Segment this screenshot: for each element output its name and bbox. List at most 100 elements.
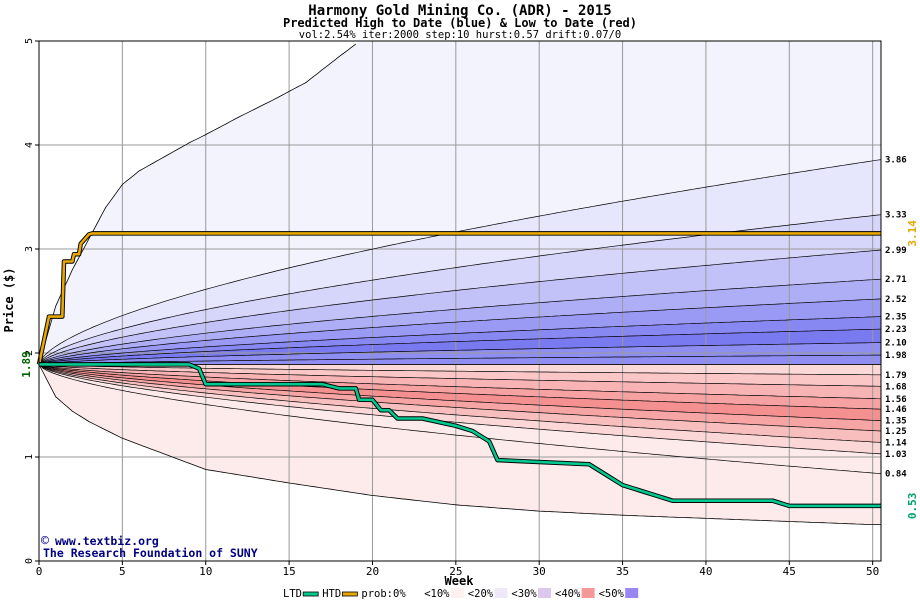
credits: © www.textbiz.org The Research Foundatio… (41, 534, 258, 560)
high-band-2 (39, 214, 881, 365)
probability-bands (39, 41, 881, 525)
low-band-2 (39, 364, 881, 399)
x-tick-label-50: 50 (866, 565, 879, 578)
low-band-5 (39, 364, 881, 431)
low-percentile-line-1.56 (38, 364, 882, 400)
x-tick-label-10: 10 (199, 565, 212, 578)
legend-label-2: prob:0% (361, 588, 406, 600)
end-label-1.03: 1.03 (885, 450, 907, 460)
chart-title: Harmony Gold Mining Co. (ADR) - 2015 (308, 3, 611, 19)
credit-foundation: The Research Foundation of SUNY (43, 546, 258, 560)
x-tick-label-0: 0 (36, 565, 43, 578)
x-tick-label-5: 5 (119, 565, 126, 578)
end-label-2.71: 2.71 (885, 275, 907, 285)
high-percentile-line-2.99 (38, 249, 882, 365)
series-lines (36, 43, 882, 525)
end-label-3.33: 3.33 (885, 211, 907, 221)
legend-label-3: <10% (424, 588, 450, 600)
y-tick-label-3: 3 (24, 246, 35, 252)
low-band-1 (39, 364, 881, 387)
legend-swatch-7 (625, 588, 639, 598)
low-percentile-line-1.03 (38, 364, 882, 455)
legend-swatch-5 (538, 588, 551, 598)
low-percentile-line-1.35 (38, 364, 882, 421)
high-percentile-line-3.33 (38, 214, 882, 365)
end-label-1.25: 1.25 (885, 427, 907, 437)
high-percentile-line-3.86 (38, 159, 882, 365)
y-tick-label-5: 5 (24, 38, 35, 44)
legend-swatch-6 (581, 588, 595, 598)
legend-label-1: HTD (322, 588, 341, 600)
end-label-0.84: 0.84 (885, 470, 907, 480)
low-band-8 (39, 364, 881, 474)
legend: LTD HTD prob:0% <10% <20% <30% <40% <50% (283, 588, 639, 600)
copyright-icon: © (41, 534, 49, 549)
high-percentile-line-2.71 (38, 278, 882, 365)
htd-end-label: 3.14 (906, 220, 919, 247)
high-percentile-line-2.52 (38, 298, 882, 365)
legend-label-4: <20% (468, 588, 494, 600)
y-axis-label: Price ($) (2, 267, 16, 332)
low-band-6 (39, 364, 881, 443)
high-band-1 (39, 159, 881, 365)
low-percentile-line-1.25 (38, 364, 882, 432)
high-percentile-line-2.10 (38, 342, 882, 365)
high-band-9 (39, 355, 881, 365)
end-label-1.46: 1.46 (885, 405, 907, 415)
x-axis-label: Week (445, 574, 475, 588)
legend-swatch-0 (302, 591, 319, 597)
x-tick-label-15: 15 (282, 565, 295, 578)
legend-label-7: <50% (599, 588, 625, 600)
end-label-2.10: 2.10 (885, 339, 907, 349)
plot-frame (38, 40, 882, 562)
low-band-7 (39, 364, 881, 454)
ltd-line (39, 363, 881, 508)
x-tick-label-30: 30 (533, 565, 546, 578)
legend-swatch-3 (450, 588, 464, 598)
low-percentile-line-0.84 (38, 364, 882, 474)
end-label-1.35: 1.35 (885, 417, 907, 427)
low-band-4 (39, 364, 881, 421)
end-label-2.52: 2.52 (885, 295, 907, 305)
high-band-5 (39, 298, 881, 365)
y-tick-label-0: 0 (24, 558, 35, 564)
end-label-1.79: 1.79 (885, 371, 907, 381)
lower-envelope-line (38, 364, 881, 525)
low-percentile-line-1.46 (38, 364, 882, 410)
high-band-0 (39, 41, 881, 365)
end-label-2.23: 2.23 (885, 325, 907, 335)
credit-website: www.textbiz.org (55, 534, 159, 548)
high-percentile-line-2.23 (38, 328, 882, 365)
legend-swatch-2 (407, 588, 421, 598)
legend-swatch-1 (341, 591, 358, 597)
x-tick-label-35: 35 (616, 565, 629, 578)
y-tick-label-4: 4 (24, 142, 35, 148)
legend-label-5: <30% (511, 588, 537, 600)
x-tick-label-20: 20 (366, 565, 379, 578)
x-tick-label-25: 25 (449, 565, 462, 578)
end-label-1.56: 1.56 (885, 395, 907, 405)
ltd-end-label: 0.53 (906, 493, 919, 520)
start-price-label: 1.89 (20, 351, 33, 378)
x-tick-label-45: 45 (783, 565, 796, 578)
end-label-1.68: 1.68 (885, 382, 907, 392)
chart-params: vol:2.54% iter:2000 step:10 hurst:0.57 d… (299, 29, 621, 41)
low-band-9 (39, 364, 881, 525)
x-tick-label-40: 40 (699, 565, 712, 578)
y-tick-label-1: 1 (24, 454, 35, 460)
low-percentile-line-1.68 (38, 364, 882, 387)
low-percentile-line-1.79 (38, 364, 881, 376)
low-band-0 (39, 364, 881, 375)
chart-subtitle: Predicted High to Date (blue) & Low to D… (283, 16, 637, 30)
end-labels: 3.86 3.33 2.99 2.71 2.52 2.35 2.23 2.10 1.98 1.79… (885, 156, 919, 520)
end-label-3.86: 3.86 (885, 156, 907, 166)
high-band-6 (39, 316, 881, 365)
low-percentile-line-1.14 (38, 364, 882, 443)
legend-swatch-4 (494, 588, 508, 598)
end-label-2.35: 2.35 (885, 313, 907, 323)
high-percentile-line-2.35 (38, 316, 882, 365)
high-percentile-line-1.98 (38, 354, 881, 365)
high-band-7 (39, 329, 881, 365)
